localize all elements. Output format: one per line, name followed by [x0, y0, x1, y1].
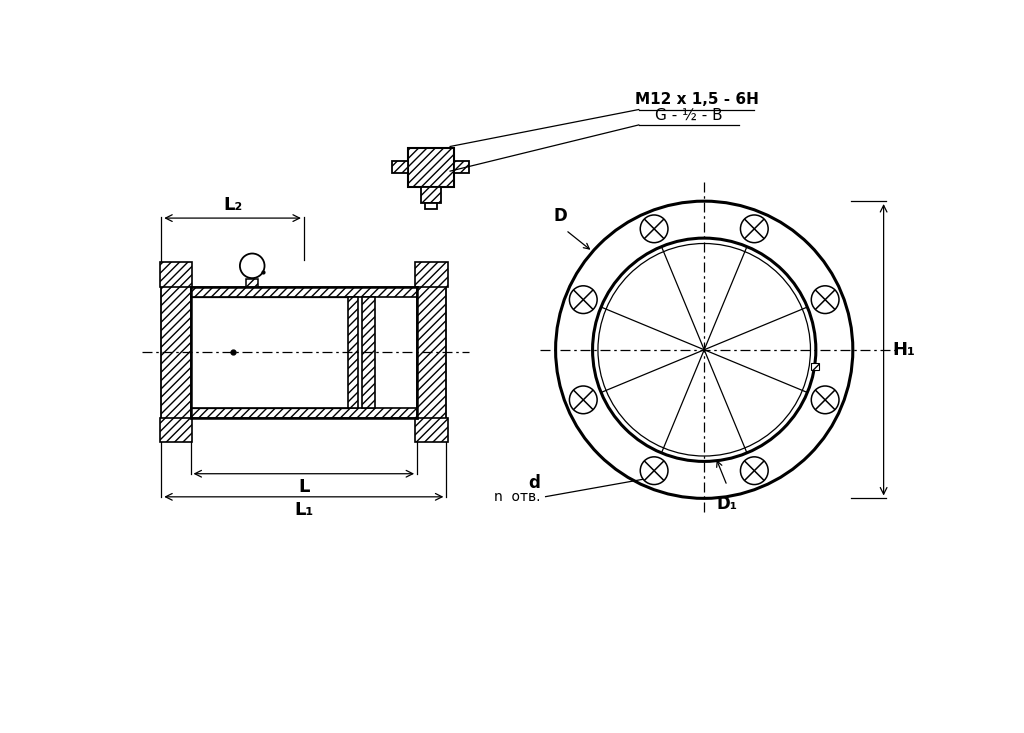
Circle shape: [240, 254, 264, 278]
Text: H₁: H₁: [893, 341, 915, 358]
Bar: [249, 262, 256, 269]
Circle shape: [598, 243, 810, 456]
Bar: [392, 161, 408, 174]
Bar: [421, 186, 441, 204]
Circle shape: [569, 286, 597, 314]
Bar: [362, 297, 375, 408]
Bar: [246, 279, 258, 287]
Text: M12 x 1,5 - 6H: M12 x 1,5 - 6H: [635, 92, 759, 107]
Bar: [416, 418, 447, 442]
Bar: [811, 364, 819, 370]
Circle shape: [556, 201, 853, 498]
Bar: [190, 408, 417, 418]
Text: G - ½ - B: G - ½ - B: [655, 108, 723, 122]
Bar: [348, 297, 358, 408]
Circle shape: [740, 215, 768, 243]
Circle shape: [640, 215, 668, 243]
Text: d: d: [528, 474, 541, 492]
Bar: [454, 161, 469, 174]
Bar: [162, 268, 190, 437]
Bar: [160, 262, 193, 287]
Circle shape: [811, 386, 839, 413]
Circle shape: [569, 386, 597, 413]
Text: D: D: [553, 207, 567, 224]
Text: L₂: L₂: [223, 196, 243, 214]
Bar: [348, 297, 358, 408]
Text: n  отв.: n отв.: [494, 490, 541, 504]
Text: D₁: D₁: [717, 495, 737, 513]
Bar: [392, 161, 408, 174]
Bar: [190, 408, 417, 418]
Bar: [417, 268, 446, 437]
Circle shape: [811, 286, 839, 314]
Text: L₁: L₁: [294, 501, 313, 519]
Bar: [249, 262, 256, 269]
Bar: [416, 262, 447, 287]
Bar: [454, 161, 469, 174]
Bar: [362, 297, 375, 408]
Bar: [811, 364, 819, 370]
Bar: [421, 186, 441, 204]
Bar: [425, 204, 437, 209]
Bar: [160, 418, 193, 442]
Bar: [416, 262, 447, 287]
Bar: [190, 287, 417, 297]
Bar: [160, 418, 193, 442]
Circle shape: [740, 457, 768, 485]
Circle shape: [593, 238, 816, 461]
Bar: [160, 262, 193, 287]
Text: L: L: [298, 478, 309, 496]
Bar: [417, 268, 446, 437]
Bar: [408, 148, 454, 186]
Bar: [246, 279, 258, 287]
Bar: [408, 148, 454, 186]
Bar: [416, 418, 447, 442]
Circle shape: [640, 457, 668, 485]
Bar: [190, 287, 417, 297]
Bar: [162, 268, 190, 437]
